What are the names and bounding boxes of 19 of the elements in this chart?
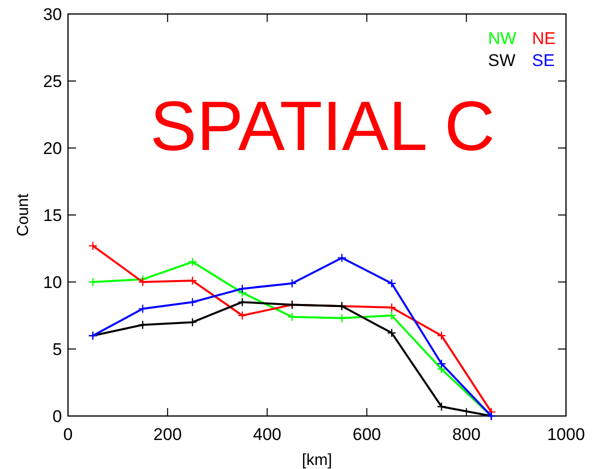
y-tick-label: 10 [43,273,62,292]
y-tick-label: 15 [43,206,62,225]
x-tick-label: 400 [253,425,282,444]
x-tick-label: 1000 [547,425,585,444]
x-tick-label: 800 [452,425,481,444]
x-axis-title: [km] [302,452,332,469]
x-tick-label: 600 [352,425,381,444]
text: NW [488,29,516,48]
text: NE [532,29,556,48]
y-tick-label: 20 [43,139,62,158]
text: SW [488,51,516,70]
y-tick-label: 30 [43,5,62,24]
text: SE [532,51,555,70]
y-tick-label: 0 [52,407,62,426]
x-tick-label: 200 [153,425,182,444]
annotation: SPATIAL C [150,87,495,165]
y-tick-label: 5 [52,340,62,359]
y-tick-label: 25 [43,72,62,91]
y-axis-title: Count [15,193,32,236]
